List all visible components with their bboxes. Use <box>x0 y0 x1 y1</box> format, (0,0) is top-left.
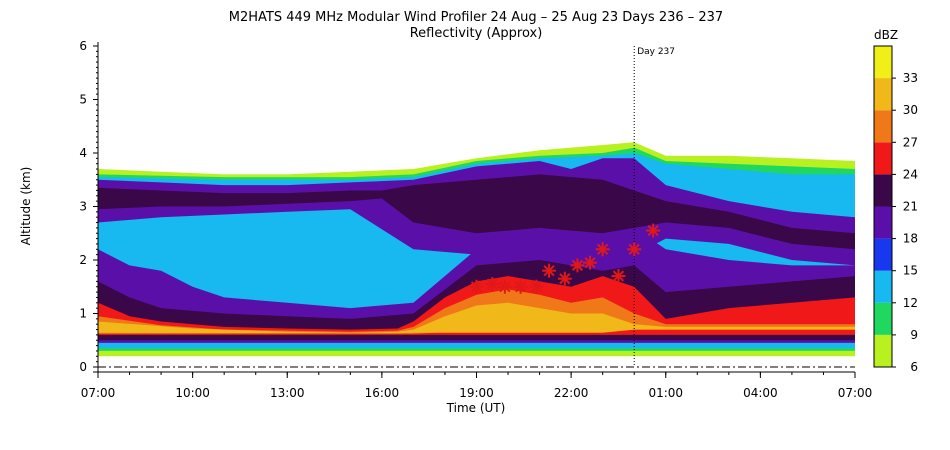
colorbar-swatch <box>874 46 892 79</box>
x-tick-label: 16:00 <box>365 386 400 400</box>
chart-subtitle: Reflectivity (Approx) <box>410 26 543 41</box>
marker-point-7 <box>570 258 585 273</box>
x-axis-ticks: 07:00 10:00 13:00 16:00 19:00 22:00 01:00 04:00… <box>81 372 873 400</box>
colorbar-tick-label: 18 <box>903 232 918 246</box>
layer-4 <box>98 174 855 250</box>
x-tick-label: 07:00 <box>838 386 873 400</box>
colorbar-swatch <box>874 206 892 239</box>
colorbar-tick-label: 30 <box>903 103 918 117</box>
colorbar-swatch <box>874 270 892 303</box>
marker-point-4 <box>529 279 544 294</box>
colorbar-tick-label: 24 <box>903 167 918 181</box>
colorbar-tick-label: 21 <box>903 200 918 214</box>
y-tick-label: 6 <box>79 39 87 53</box>
colorbar-tick-label: 12 <box>903 296 918 310</box>
y-axis-ticks: 0 1 2 3 4 5 6 <box>79 39 98 374</box>
marker-point-10 <box>611 269 626 284</box>
colorbar-tick-label: 33 <box>903 71 918 85</box>
marker-point-3 <box>513 279 528 294</box>
y-tick-label: 5 <box>79 93 87 107</box>
marker-point-8 <box>583 255 598 270</box>
chart-title: M2HATS 449 MHz Modular Wind Profiler 24 … <box>229 10 723 25</box>
colorbar-swatch <box>874 302 892 335</box>
colorbar-unit: dBZ <box>874 28 898 42</box>
colorbar-tick-label: 6 <box>910 360 918 374</box>
marker-point-0 <box>469 279 484 294</box>
colorbar-tick-label: 15 <box>903 264 918 278</box>
marker-point-9 <box>595 242 610 257</box>
day-marker: Day 237 <box>633 46 675 367</box>
marker-point-1 <box>485 277 500 292</box>
layer-9 <box>98 302 855 334</box>
x-tick-label: 10:00 <box>175 386 210 400</box>
colorbar-swatch <box>874 142 892 175</box>
x-tick-label: 19:00 <box>459 386 494 400</box>
reflectivity-layers <box>98 142 855 357</box>
y-axis-label: Altitude (km) <box>19 167 33 246</box>
marker-point-12 <box>646 223 661 238</box>
y-tick-label: 4 <box>79 146 87 160</box>
y-tick-label: 2 <box>79 253 87 267</box>
colorbar-tick-label: 9 <box>910 328 918 342</box>
colorbar-tick-label: 27 <box>903 135 918 149</box>
colorbar: 6 9 12 15 18 21 24 27 30 33 <box>873 45 918 374</box>
colorbar-swatch <box>874 334 892 367</box>
marker-series <box>469 223 661 294</box>
day-marker-label: Day 237 <box>637 47 675 57</box>
x-tick-label: 01:00 <box>648 386 683 400</box>
colorbar-swatch <box>874 110 892 143</box>
y-tick-label: 3 <box>79 200 87 214</box>
x-tick-label: 04:00 <box>743 386 778 400</box>
x-tick-label: 07:00 <box>81 386 116 400</box>
marker-point-11 <box>627 242 642 257</box>
marker-point-6 <box>557 271 572 286</box>
x-axis-label: Time (UT) <box>446 401 506 415</box>
y-tick-label: 1 <box>79 307 87 321</box>
y-tick-label: 0 <box>79 360 87 374</box>
colorbar-swatch <box>874 78 892 111</box>
x-tick-label: 22:00 <box>554 386 589 400</box>
marker-point-5 <box>542 263 557 278</box>
colorbar-swatch <box>874 174 892 207</box>
marker-point-2 <box>497 279 512 294</box>
colorbar-swatch <box>874 238 892 271</box>
x-tick-label: 13:00 <box>270 386 305 400</box>
